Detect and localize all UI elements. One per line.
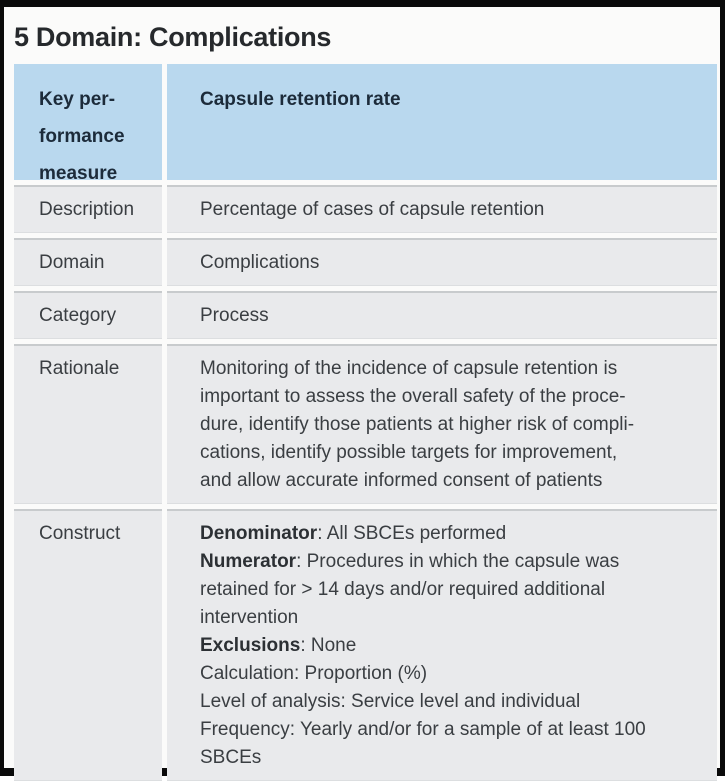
table-row-rationale: Rationale Monitoring of the incidence of … bbox=[14, 344, 717, 504]
row-label: Rationale bbox=[14, 344, 162, 504]
text-line: Percentage of cases of capsule retention bbox=[200, 199, 545, 220]
header-value-cell: Capsule retention rate bbox=[167, 64, 717, 180]
text-line: dure, identify those patients at higher … bbox=[200, 414, 635, 435]
table-body: Description Percentage of cases of capsul… bbox=[14, 185, 717, 781]
row-value: Process bbox=[167, 291, 717, 339]
row-label: Construct bbox=[14, 509, 162, 781]
text-line: Level of analysis: Service level and ind… bbox=[200, 691, 581, 712]
row-label: Domain bbox=[14, 238, 162, 286]
text-line: cations, identify possible targets for i… bbox=[200, 442, 618, 463]
header-label-cell: Key per- formance measure bbox=[14, 64, 162, 184]
row-value: Complications bbox=[167, 238, 717, 286]
table-row-category: Category Process bbox=[14, 291, 717, 339]
section-title: 5 Domain: Complications bbox=[14, 22, 332, 52]
table-row-domain: Domain Complications bbox=[14, 238, 717, 286]
row-value: Percentage of cases of capsule retention bbox=[167, 185, 717, 233]
row-label: Category bbox=[14, 291, 162, 339]
text-line: Frequency: Yearly and/or for a sample of… bbox=[200, 719, 646, 740]
table-header-row: Key per- formance measure Capsule retent… bbox=[14, 64, 717, 184]
text-line: Monitoring of the incidence of capsule r… bbox=[200, 358, 618, 379]
text-line: SBCEs bbox=[200, 747, 262, 768]
text-line: Denominator: All SBCEs performed bbox=[200, 523, 507, 544]
text-line: Complications bbox=[200, 252, 320, 273]
table-row-construct: Construct Denominator: All SBCEs performe… bbox=[14, 509, 717, 781]
text-line: Process bbox=[200, 305, 269, 326]
text-line: important to assess the overall safety o… bbox=[200, 386, 626, 407]
kpm-table: Key per- formance measure Capsule retent… bbox=[14, 64, 717, 781]
text-line: retained for > 14 days and/or required a… bbox=[200, 579, 606, 600]
table-row-description: Description Percentage of cases of capsul… bbox=[14, 185, 717, 233]
text-line: intervention bbox=[200, 607, 299, 628]
page-background: 5 Domain: Complications Key per- formanc… bbox=[4, 7, 720, 781]
text-line: Calculation: Proportion (%) bbox=[200, 663, 428, 684]
text-line: Exclusions: None bbox=[200, 635, 357, 656]
text-line: Numerator: Procedures in which the capsu… bbox=[200, 551, 620, 572]
row-value: Monitoring of the incidence of capsule r… bbox=[167, 344, 717, 504]
row-label: Description bbox=[14, 185, 162, 233]
text-line: and allow accurate informed consent of p… bbox=[200, 470, 603, 491]
row-value: Denominator: All SBCEs performed Numerato… bbox=[167, 509, 717, 781]
